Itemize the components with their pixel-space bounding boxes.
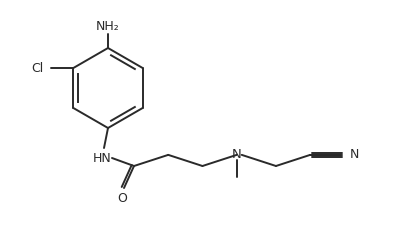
Text: Cl: Cl: [31, 62, 43, 75]
Text: O: O: [117, 191, 127, 205]
Text: N: N: [231, 148, 241, 161]
Text: NH₂: NH₂: [96, 20, 119, 33]
Text: HN: HN: [92, 152, 111, 164]
Text: N: N: [349, 148, 358, 161]
